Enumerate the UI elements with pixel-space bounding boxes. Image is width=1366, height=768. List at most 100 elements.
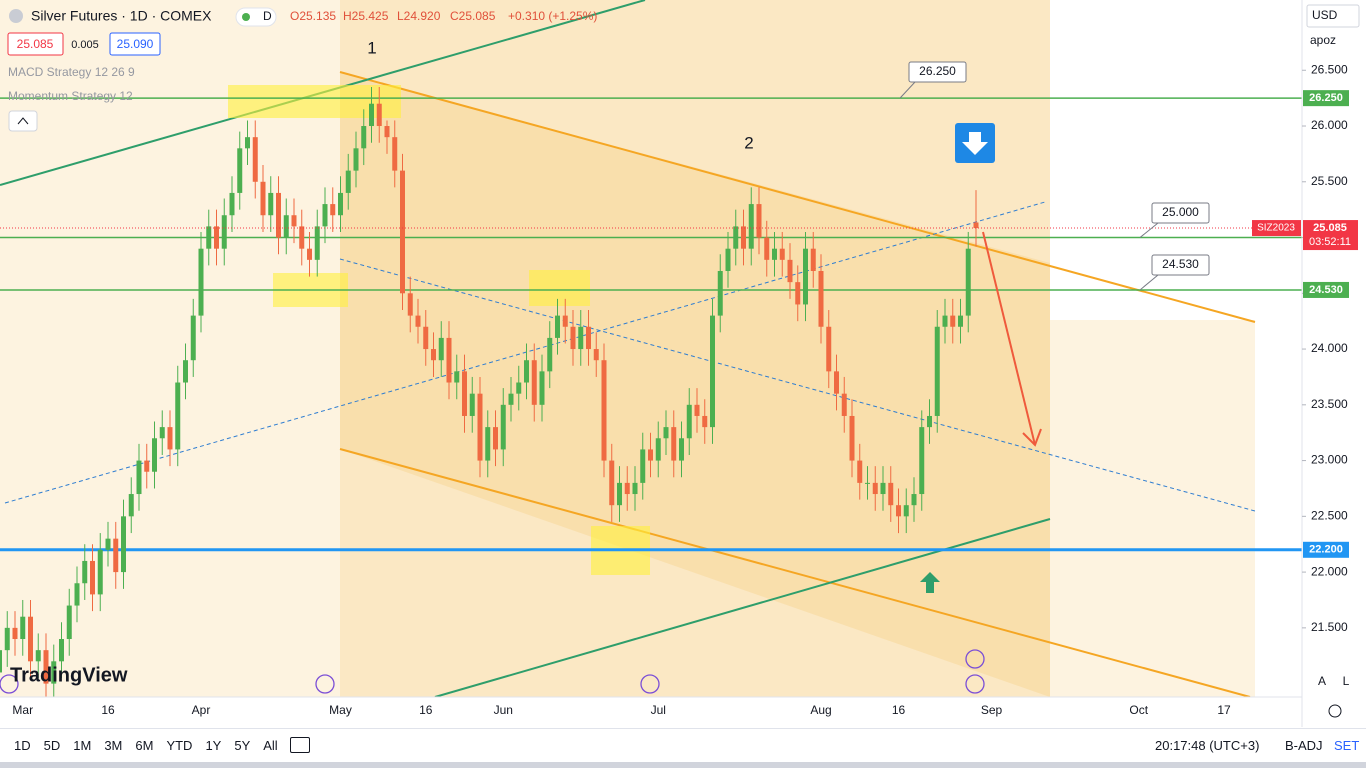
bid-box[interactable] bbox=[7, 32, 64, 56]
candle-body bbox=[810, 248, 816, 271]
candle-body bbox=[121, 516, 126, 573]
period-button[interactable]: 1M bbox=[73, 738, 92, 753]
status-strip bbox=[0, 762, 1366, 768]
candle-body bbox=[446, 337, 452, 383]
candle-body bbox=[4, 627, 10, 651]
candle-body bbox=[82, 560, 88, 584]
candle-body bbox=[950, 315, 956, 327]
candle-body bbox=[276, 192, 281, 238]
candle-body bbox=[710, 315, 715, 428]
scale-button[interactable]: L bbox=[1343, 674, 1350, 688]
settings-icon[interactable] bbox=[1328, 704, 1342, 718]
channel-fill bbox=[340, 72, 1050, 697]
candle-body bbox=[384, 126, 390, 138]
candle-body bbox=[12, 627, 18, 640]
ohlc: O25.135 bbox=[290, 9, 336, 23]
candle-body bbox=[376, 103, 382, 127]
candle-body bbox=[20, 616, 26, 640]
period-button[interactable]: 6M bbox=[135, 738, 154, 753]
overlays: 1 2 TradingView bbox=[0, 38, 1042, 694]
y-tick-label: 24.000 bbox=[1311, 341, 1348, 355]
candle-body bbox=[175, 382, 181, 450]
candle-body bbox=[671, 427, 677, 461]
currency-select[interactable] bbox=[1306, 4, 1360, 28]
x-tick-label: May bbox=[329, 703, 352, 717]
countdown: 03:52:11 bbox=[1309, 236, 1351, 248]
channel-lower bbox=[339, 448, 1251, 697]
x-tick-label: Jul bbox=[651, 703, 666, 717]
candle-body bbox=[252, 137, 258, 182]
candle-body bbox=[361, 126, 367, 149]
chart: 1 2 TradingView Silver Futures · 1D · CO… bbox=[0, 0, 1360, 727]
candle-body bbox=[392, 137, 398, 171]
period-button[interactable]: YTD bbox=[166, 738, 193, 753]
period-button[interactable]: 1Y bbox=[205, 738, 222, 753]
x-tick-label: Aug bbox=[810, 703, 831, 717]
candle-body bbox=[229, 192, 235, 216]
period-button[interactable]: 5Y bbox=[234, 738, 251, 753]
forecast-arrow bbox=[982, 231, 1036, 446]
candle-body bbox=[927, 415, 932, 428]
candle-body bbox=[221, 215, 227, 249]
adjust[interactable]: B-ADJ bbox=[1285, 738, 1323, 753]
candle-body bbox=[562, 315, 568, 327]
candle-body bbox=[407, 293, 413, 316]
bid: 25.085 bbox=[17, 37, 54, 51]
candle-body bbox=[214, 226, 219, 249]
x-tick-label: Sep bbox=[981, 703, 1003, 717]
candle-body bbox=[702, 415, 708, 428]
candle-body bbox=[314, 226, 320, 260]
candle-body bbox=[779, 248, 785, 260]
callout-pointer bbox=[1139, 222, 1159, 238]
period-button[interactable]: 3M bbox=[104, 738, 123, 753]
candle-body bbox=[51, 661, 57, 684]
x-tick-label: 16 bbox=[101, 703, 115, 717]
candle-body bbox=[322, 204, 328, 227]
candle-body bbox=[128, 494, 134, 517]
callout-pointer bbox=[1139, 274, 1159, 291]
ohlc: L24.920 bbox=[397, 9, 441, 23]
candle-body bbox=[59, 639, 64, 662]
candle-body bbox=[183, 360, 188, 383]
y-tick-label: 22.500 bbox=[1311, 509, 1348, 523]
period-button[interactable]: 1D bbox=[14, 738, 31, 753]
plot bbox=[0, 86, 1302, 697]
candle-body bbox=[493, 427, 498, 450]
candle-body bbox=[469, 393, 475, 416]
scale-button[interactable]: A bbox=[1318, 674, 1326, 688]
level-tag-label: 22.200 bbox=[1309, 544, 1343, 556]
candle-body bbox=[28, 616, 33, 662]
candle-body bbox=[888, 482, 894, 506]
event-icons bbox=[0, 649, 985, 694]
ask-box[interactable] bbox=[109, 32, 161, 56]
candle-body bbox=[818, 270, 824, 327]
candle-body bbox=[90, 560, 95, 595]
candle-body bbox=[423, 326, 429, 350]
y-tick-label: 26.000 bbox=[1311, 118, 1348, 132]
highlight-box bbox=[228, 85, 401, 118]
calendar-icon[interactable] bbox=[290, 737, 310, 753]
candle-body bbox=[694, 404, 700, 416]
candle-body bbox=[438, 337, 444, 361]
ohlc: C25.085 bbox=[450, 9, 496, 23]
annotation: 2 bbox=[744, 133, 753, 152]
candle-body bbox=[795, 282, 801, 305]
candle-body bbox=[415, 315, 421, 327]
candle-body bbox=[717, 270, 723, 316]
collapse-button[interactable] bbox=[8, 110, 38, 132]
callout-box bbox=[908, 61, 967, 83]
unit: apoz bbox=[1310, 33, 1336, 47]
candle-body bbox=[640, 449, 646, 483]
candle-body bbox=[958, 315, 963, 327]
candle-body bbox=[570, 326, 576, 350]
callout-box bbox=[1151, 202, 1210, 224]
candle-body bbox=[896, 505, 901, 517]
y-tick-label: 21.500 bbox=[1311, 620, 1348, 634]
candle-body bbox=[539, 371, 545, 405]
period-button[interactable]: All bbox=[263, 738, 278, 753]
badge bbox=[235, 7, 277, 27]
period-button[interactable]: 5D bbox=[43, 738, 61, 753]
candle-body bbox=[167, 427, 173, 450]
session[interactable]: SET bbox=[1334, 738, 1360, 753]
candle-body bbox=[593, 349, 599, 361]
